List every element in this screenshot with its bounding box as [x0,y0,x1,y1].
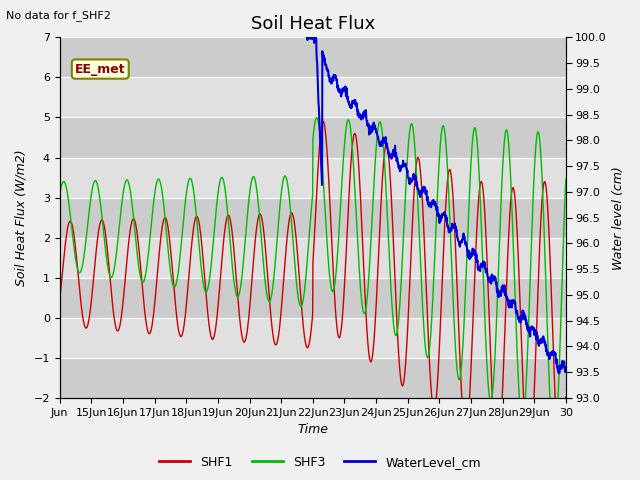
Bar [60,358,566,398]
Y-axis label: Soil Heat Flux (W/m2): Soil Heat Flux (W/m2) [15,149,28,286]
Bar [60,37,566,77]
Bar [60,238,566,278]
X-axis label: Time: Time [298,423,328,436]
Bar [60,278,566,318]
Text: EE_met: EE_met [75,62,125,75]
Legend: SHF1, SHF3, WaterLevel_cm: SHF1, SHF3, WaterLevel_cm [154,451,486,474]
Bar [60,77,566,118]
Bar [60,198,566,238]
Title: Soil Heat Flux: Soil Heat Flux [251,15,375,33]
Bar [60,157,566,198]
Bar [60,118,566,157]
Bar [60,318,566,358]
Text: No data for f_SHF2: No data for f_SHF2 [6,10,111,21]
Y-axis label: Water level (cm): Water level (cm) [612,166,625,269]
